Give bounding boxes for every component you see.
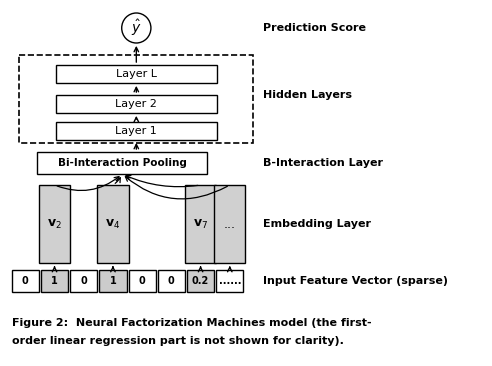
Bar	[128, 270, 156, 292]
Text: B-Interaction Layer: B-Interaction Layer	[263, 158, 383, 168]
Text: $\mathbf{v}_{7}$: $\mathbf{v}_{7}$	[193, 217, 208, 231]
Text: ......: ......	[218, 276, 241, 286]
Bar	[99, 270, 126, 292]
Bar	[187, 270, 214, 292]
Text: Layer 1: Layer 1	[116, 126, 157, 136]
Bar	[97, 185, 128, 263]
Circle shape	[122, 13, 151, 43]
Text: 0: 0	[139, 276, 146, 286]
Text: Hidden Layers: Hidden Layers	[263, 90, 352, 100]
Text: 0: 0	[168, 276, 175, 286]
Text: Figure 2:  Neural Factorization Machines model (the first-: Figure 2: Neural Factorization Machines …	[12, 318, 371, 328]
Bar	[214, 185, 246, 263]
Bar	[158, 270, 185, 292]
Bar	[56, 95, 216, 113]
Text: Layer L: Layer L	[116, 69, 157, 79]
Text: $\mathbf{v}_{2}$: $\mathbf{v}_{2}$	[47, 217, 62, 231]
Text: Prediction Score: Prediction Score	[263, 23, 366, 33]
Text: Layer 2: Layer 2	[116, 99, 157, 109]
Bar	[70, 270, 97, 292]
Text: ...: ...	[224, 217, 236, 231]
Bar	[41, 270, 68, 292]
Bar	[56, 65, 216, 83]
Text: $\mathbf{v}_{4}$: $\mathbf{v}_{4}$	[105, 217, 121, 231]
Bar	[20, 55, 253, 143]
Text: ... ...: ... ...	[127, 89, 146, 97]
Text: Embedding Layer: Embedding Layer	[263, 219, 371, 229]
Text: 1: 1	[51, 276, 58, 286]
Bar	[39, 185, 70, 263]
Bar	[37, 152, 208, 174]
Text: 0: 0	[22, 276, 29, 286]
Bar	[216, 270, 244, 292]
Bar	[185, 185, 216, 263]
Text: 0.2: 0.2	[192, 276, 209, 286]
Text: order linear regression part is not shown for clarity).: order linear regression part is not show…	[12, 336, 343, 346]
Text: Input Feature Vector (sparse): Input Feature Vector (sparse)	[263, 276, 448, 286]
Text: Bi-Interaction Pooling: Bi-Interaction Pooling	[58, 158, 186, 168]
Bar	[12, 270, 39, 292]
Bar	[56, 122, 216, 140]
Text: 0: 0	[80, 276, 87, 286]
Text: 1: 1	[110, 276, 116, 286]
Text: $\hat{y}$: $\hat{y}$	[131, 18, 142, 38]
